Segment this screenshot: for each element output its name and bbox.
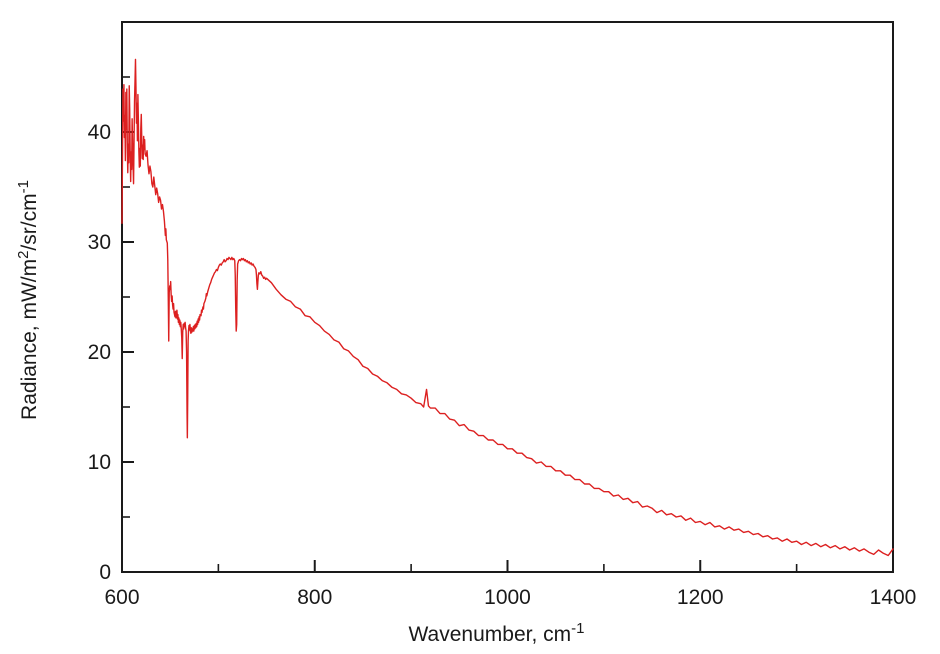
y-axis-title: Radiance, mW/m2/sr/cm-1: [15, 180, 41, 420]
x-axis-tick-label: 1400: [870, 586, 917, 609]
x-axis-tick-label: 800: [297, 586, 332, 609]
y-axis-tick-label: 20: [88, 341, 111, 364]
x-axis-tick-label: 1000: [484, 586, 531, 609]
y-axis-tick-label: 30: [88, 231, 111, 254]
y-axis-tick-label: 10: [88, 451, 111, 474]
x-axis-title: Wavenumber, cm-1: [409, 620, 585, 646]
x-axis-tick-label: 1200: [677, 586, 724, 609]
plot-frame: [121, 21, 894, 573]
radiance-series-line: [121, 58, 894, 557]
y-axis-tick-label: 40: [88, 121, 111, 144]
x-axis-tick-label: 600: [104, 586, 139, 609]
y-axis-tick-label: 0: [99, 561, 111, 584]
